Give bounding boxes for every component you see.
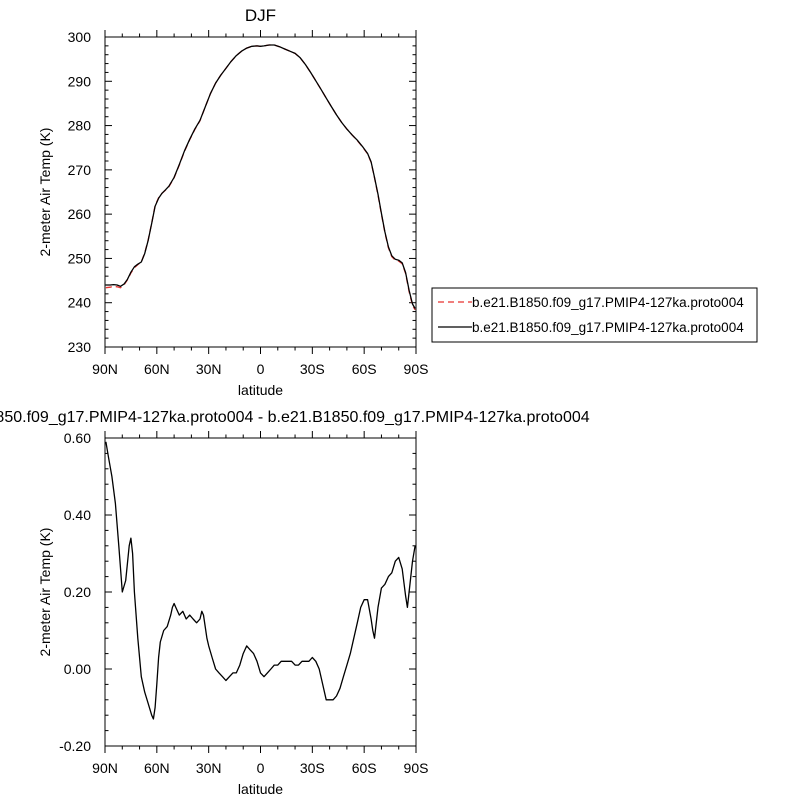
x-tick-label: 0 (257, 361, 265, 377)
x-tick-label: 30S (300, 361, 325, 377)
y-tick-label: -0.20 (59, 738, 91, 754)
y-tick-label: 300 (68, 29, 92, 45)
legend: b.e21.B1850.f09_g17.PMIP4-127ka.proto004… (431, 287, 758, 343)
x-tick-label: 90S (404, 760, 429, 776)
y-tick-label: 270 (68, 162, 92, 178)
x-tick-label: 30N (196, 760, 222, 776)
series-line-0 (105, 44, 416, 311)
series-line-1 (105, 44, 416, 309)
x-tick-label: 60S (352, 760, 377, 776)
legend-box (431, 287, 758, 343)
plot-frame (104, 437, 417, 747)
y-tick-label: 280 (68, 118, 92, 134)
y-tick-label: 0.60 (64, 430, 91, 446)
legend-entry-0: b.e21.B1850.f09_g17.PMIP4-127ka.proto004 (472, 295, 744, 310)
x-tick-label: 30S (300, 760, 325, 776)
y-tick-label: 0.20 (64, 584, 91, 600)
chart-bottom: b.e21.B1850.f09_g17.PMIP4-127ka.proto004… (0, 409, 590, 797)
x-tick-label: 30N (196, 361, 222, 377)
chart-title: DJF (245, 6, 276, 25)
x-tick-label: 0 (257, 760, 265, 776)
x-tick-label: 90S (404, 361, 429, 377)
y-tick-label: 0.00 (64, 661, 91, 677)
y-tick-label: 240 (68, 295, 92, 311)
chart-top: DJF 230 240 250 260 270 280 290 300 90N 60N 30N 0 30S… (37, 6, 758, 398)
x-tick-label: 60N (144, 361, 170, 377)
y-tick-label: 250 (68, 250, 92, 266)
plot-frame (104, 36, 417, 348)
y-tick-label: 0.40 (64, 507, 91, 523)
x-tick-label: 60S (352, 361, 377, 377)
x-tick-label: 90N (92, 760, 118, 776)
y-tick-label: 290 (68, 73, 92, 89)
x-axis-label: latitude (238, 781, 283, 797)
y-tick-label: 230 (68, 339, 92, 355)
x-tick-label: 60N (144, 760, 170, 776)
series-line-0 (105, 441, 416, 720)
x-tick-label: 90N (92, 361, 118, 377)
legend-entry-1: b.e21.B1850.f09_g17.PMIP4-127ka.proto004 (472, 320, 744, 335)
chart-title: b.e21.B1850.f09_g17.PMIP4-127ka.proto004… (0, 409, 590, 426)
y-tick-label: 260 (68, 206, 92, 222)
y-axis-label: 2-meter Air Temp (K) (37, 528, 53, 657)
x-axis-label: latitude (238, 382, 283, 398)
y-axis-label: 2-meter Air Temp (K) (37, 128, 53, 257)
